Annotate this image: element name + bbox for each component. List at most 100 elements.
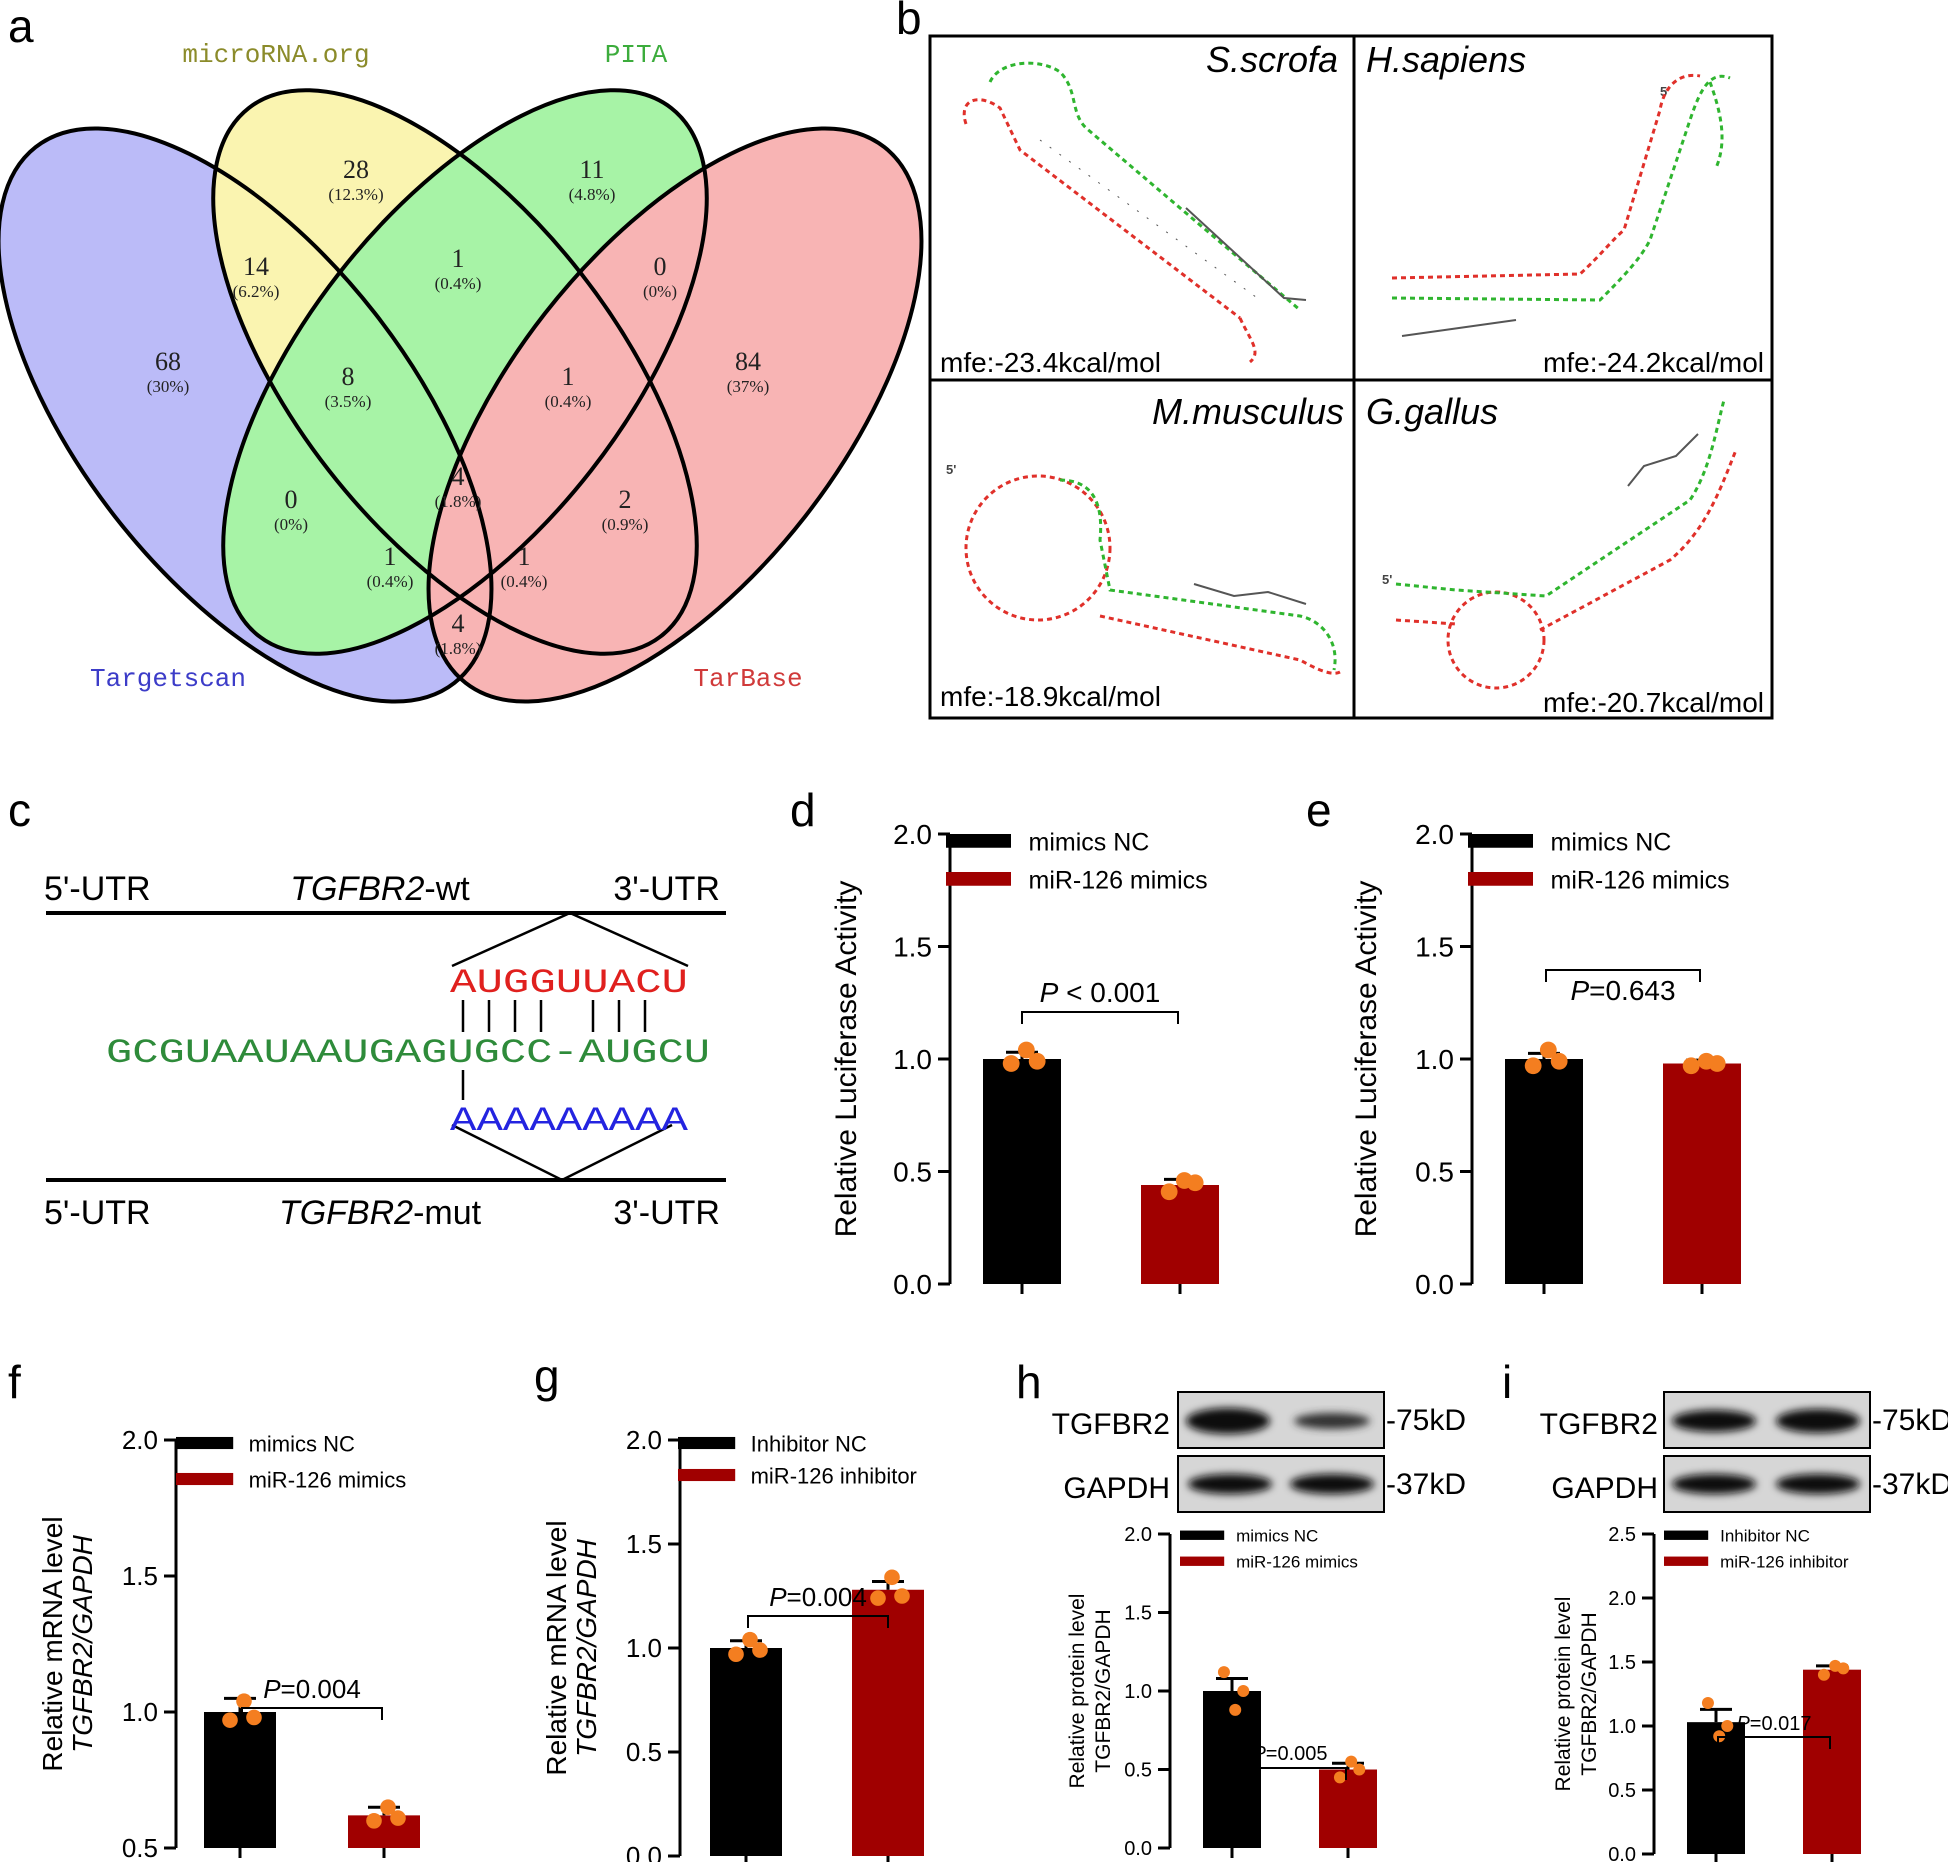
chart-g: 0.0 0.5 1.0 1.5 2.0 Inhibitor NC miR-126 inhib… (541, 1425, 924, 1862)
data-point (1160, 1183, 1178, 1201)
venn-label-microrna-org: microRNA.org (182, 40, 369, 70)
target-sequence: GCGUAAUAAUGAGUGCC-AUGCU (106, 1035, 710, 1073)
y-axis-sublabel: TGFBR2/GAPDH (571, 1538, 602, 1757)
panel-label-d: d (790, 784, 816, 836)
p-value: P=0.017 (1736, 1713, 1811, 1735)
data-point (1002, 1055, 1020, 1072)
data-point (870, 1590, 886, 1606)
y-tick-label: 2.0 (1124, 1524, 1152, 1546)
y-tick-label: 2.0 (626, 1425, 662, 1455)
y-tick-label: 0.5 (1608, 1780, 1636, 1802)
bar-treatment (852, 1589, 924, 1856)
y-tick-label: 0.0 (1608, 1844, 1636, 1862)
bar-control (983, 1059, 1061, 1284)
utr5-mut: 5'-UTR (44, 1194, 151, 1232)
legend-swatch (176, 1436, 234, 1450)
venn-pct: (0.4%) (501, 572, 548, 591)
utr3-mut: 3'-UTR (613, 1194, 720, 1232)
y-tick-label: 0.5 (1415, 1156, 1454, 1187)
data-point (246, 1709, 262, 1726)
venn-label-tarbase: TarBase (693, 664, 802, 694)
p-value: P=0.004 (263, 1674, 361, 1704)
data-point (1186, 1174, 1204, 1192)
chart-d: 0.0 0.5 1.0 1.5 2.0 mimics NC miR-126 mimics P … (830, 819, 1219, 1300)
data-point (366, 1813, 382, 1829)
mfe-s-scrofa: mfe:-23.4kcal/mol (940, 347, 1161, 378)
y-tick-label: 1.5 (893, 931, 932, 962)
y-tick-label: 2.0 (893, 819, 932, 850)
legend-label: miR-126 mimics (249, 1467, 407, 1492)
five-prime-label: 5' (1660, 84, 1670, 99)
mirna-sequence: AUGGUUACU (450, 965, 688, 1003)
legend-label: mimics NC (1236, 1527, 1318, 1546)
data-point (1524, 1057, 1542, 1075)
legend-label: mimics NC (1029, 828, 1150, 856)
hairpin-g-gallus (1395, 399, 1738, 690)
legend-swatch (1664, 1556, 1709, 1566)
legend-swatch (1468, 834, 1533, 848)
significance-bracket (1717, 1736, 1831, 1749)
data-point (1550, 1052, 1568, 1070)
panel-label-h: h (1016, 1356, 1042, 1408)
venn-label-targetscan: Targetscan (90, 664, 246, 694)
data-point (752, 1642, 768, 1658)
y-axis-label: Relative Luciferase Activity (1350, 881, 1383, 1238)
mfe-h-sapiens: mfe:-24.2kcal/mol (1543, 347, 1764, 378)
mut-construct-label: TGFBR2-mut (279, 1194, 482, 1232)
p-value: P=0.005 (1252, 1743, 1327, 1765)
venn-count: 1 (452, 244, 465, 273)
y-tick-label: 2.0 (1608, 1588, 1636, 1610)
utr3-wt: 3'-UTR (613, 870, 720, 908)
y-axis-label: Relative mRNA level (37, 1516, 68, 1771)
base-pair-lines (461, 1000, 647, 1100)
data-point (1028, 1052, 1046, 1070)
chart-e: 0.0 0.5 1.0 1.5 2.0 mimics NC miR-126 mimics P=… (1350, 819, 1741, 1300)
blot-band (1672, 1410, 1756, 1432)
y-axis-sublabel: TGFBR2/GAPDH (1092, 1609, 1115, 1772)
venn-diagram: microRNA.org PITA Targetscan TarBase 68 … (0, 7, 1017, 787)
legend-swatch (678, 1468, 736, 1482)
wt-construct-label: TGFBR2-wt (290, 870, 470, 908)
legend-swatch (176, 1472, 234, 1486)
y-axis-label: Relative Luciferase Activity (830, 881, 863, 1238)
p-value: P=0.643 (1570, 975, 1675, 1006)
data-point (1229, 1703, 1242, 1716)
y-tick-label: 0.5 (893, 1156, 932, 1187)
bar-control (710, 1648, 782, 1856)
blot-i-mw-37: -37kD (1872, 1468, 1948, 1501)
data-point (1345, 1755, 1358, 1768)
y-tick-label: 0.0 (1124, 1838, 1152, 1860)
legend-swatch (1180, 1530, 1225, 1540)
data-point (742, 1631, 758, 1648)
venn-pct: (12.3%) (328, 185, 383, 204)
y-axis-label: Relative protein level (1552, 1597, 1575, 1792)
venn-pct: (1.8%) (435, 639, 482, 658)
venn-count: 1 (518, 542, 531, 571)
bar-treatment (1803, 1669, 1861, 1854)
y-tick-label: 1.5 (122, 1561, 158, 1591)
legend-label: miR-126 mimics (1551, 866, 1730, 894)
data-point (884, 1569, 900, 1586)
blot-i-mw-75: -75kD (1872, 1404, 1948, 1437)
data-point (380, 1799, 396, 1815)
species-s-scrofa: S.scrofa (1206, 39, 1338, 80)
panel-label-a: a (8, 0, 34, 52)
venn-count: 68 (155, 347, 181, 376)
legend-label: miR-126 mimics (1029, 866, 1208, 894)
bar-treatment (1319, 1769, 1377, 1848)
rna-structure-panel: S.scrofa H.sapiens M.musculus G.gallus m… (928, 34, 1774, 720)
panel-label-c: c (8, 784, 31, 836)
venn-count: 28 (343, 155, 369, 184)
data-point (728, 1646, 744, 1663)
y-axis-label: Relative mRNA level (541, 1520, 572, 1775)
five-prime-label: 5' (946, 462, 956, 477)
hairpin-m-musculus (964, 474, 1341, 675)
bar-treatment (1141, 1185, 1219, 1284)
data-point (222, 1712, 238, 1728)
significance-bracket (1545, 969, 1701, 982)
panel-label-f: f (8, 1356, 21, 1408)
data-point (894, 1588, 910, 1604)
y-tick-label: 0.5 (122, 1833, 158, 1862)
venn-pct: (0.9%) (602, 515, 649, 534)
venn-pct: (0.4%) (545, 392, 592, 411)
